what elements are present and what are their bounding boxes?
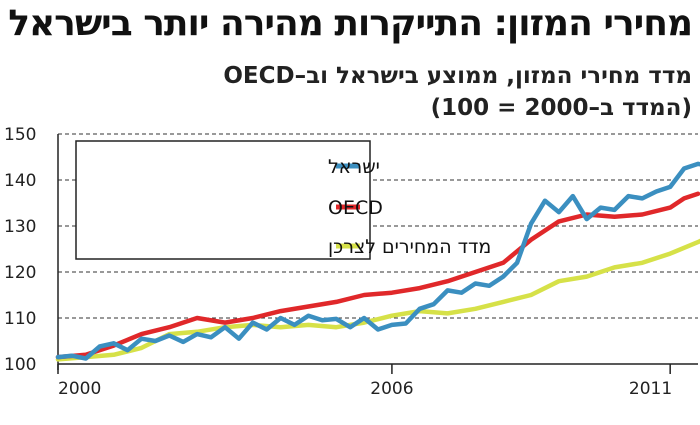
chart-subtitle-note: (המדד ב–2000 = 100) [430, 95, 692, 121]
x-tick-label: 2011 [629, 379, 672, 399]
y-tick-label: 130 [4, 217, 36, 237]
x-tick-label: 2006 [370, 379, 413, 399]
series-line-0 [55, 161, 700, 361]
y-tick-label: 110 [4, 309, 36, 329]
chart-subtitle: מדד מחירי המזון, ממוצע בישראל וב–OECD [223, 63, 692, 89]
legend-label: מדד המחירים לצרכן [328, 236, 491, 258]
series-lines [55, 161, 700, 362]
y-tick-label: 140 [4, 171, 36, 191]
legend-label: ישראל [328, 156, 380, 178]
y-tick-label: 150 [4, 125, 36, 145]
x-tick-label: 2000 [58, 379, 101, 399]
legend-box [75, 140, 371, 260]
axes: 100 110 120 130 140 150 2000 2006 2011 [4, 125, 698, 399]
y-tick-label: 120 [4, 263, 36, 283]
legend-label: OECD [328, 197, 383, 219]
chart-title: מחירי המזון: התייקרות מהירה יותר בישראל [8, 3, 693, 44]
legend: ישראל OECD מדד המחירים לצרכן [75, 140, 491, 260]
series-line-1 [55, 191, 700, 360]
y-tick-label: 100 [4, 355, 36, 375]
